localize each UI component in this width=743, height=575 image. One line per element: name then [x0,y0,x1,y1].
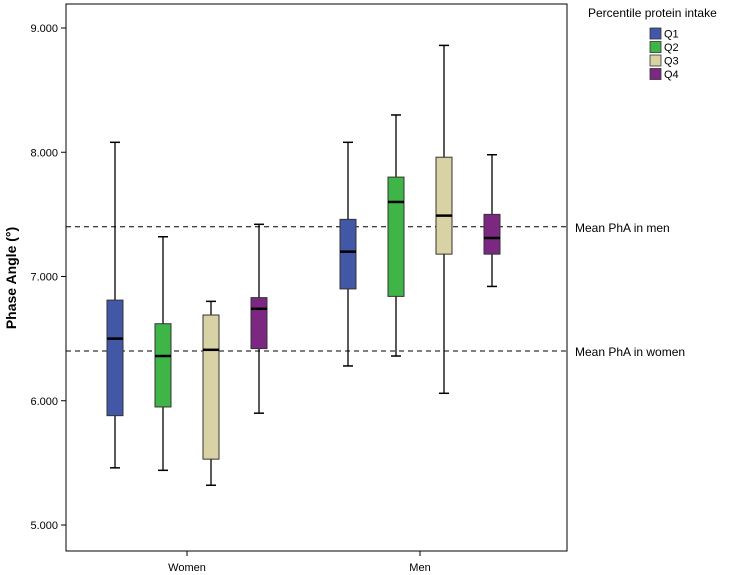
box-q3-men [435,44,453,395]
x-tick-label: Women [168,562,206,574]
y-tick-label: 9.000 [30,23,58,35]
plot-frame [65,3,568,552]
box-iqr [202,314,220,460]
box-q3-women [202,300,220,486]
legend-swatch-q2 [649,41,662,53]
legend-title: Percentile protein intake [588,6,717,20]
x-tick-label: Men [409,562,430,574]
box-iqr [250,297,268,350]
legend-label-q2: Q2 [664,42,679,54]
legend-label-q1: Q1 [664,29,679,41]
box-q2-men [387,114,405,357]
y-tick-label: 5.000 [30,520,58,532]
y-axis-label: Phase Angle (°) [3,227,19,329]
box-iqr [154,323,172,408]
legend-swatch-q4 [649,68,662,80]
box-iqr [387,176,405,297]
box-q4-women [250,223,268,414]
box-iqr [483,213,501,255]
x-axis-ticks: Women Men [168,551,431,574]
y-tick-label: 7.000 [30,272,58,284]
reference-label-mean-women: Mean PhA in women [575,345,685,359]
box-iqr [339,218,357,290]
legend-swatch-q3 [649,54,662,67]
legend-swatch-q1 [649,27,662,40]
reference-label-mean-men: Mean PhA in men [575,221,670,235]
legend-label-q3: Q3 [664,56,679,68]
box-q4-men [483,153,501,288]
box-series [106,44,501,486]
box-iqr [106,299,124,417]
box-q1-men [339,141,357,367]
y-axis-ticks: 5.000 6.000 7.000 8.000 9.000 [30,23,66,532]
box-iqr [435,156,453,255]
box-q1-women [106,141,124,469]
legend-label-q4: Q4 [664,69,679,81]
y-tick-label: 8.000 [30,147,58,159]
y-tick-label: 6.000 [30,396,58,408]
box-q2-women [154,235,172,472]
